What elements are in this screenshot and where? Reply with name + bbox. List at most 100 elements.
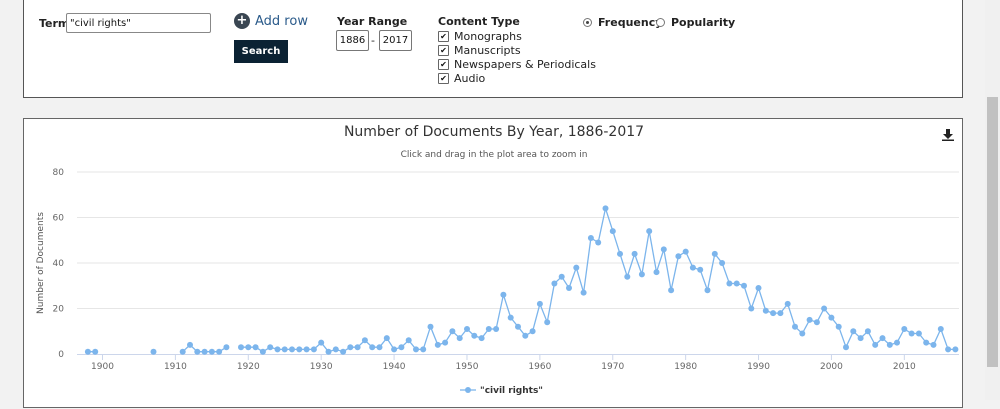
data-point-1934: [347, 344, 354, 351]
data-point-1991: [762, 307, 769, 314]
term-input[interactable]: [66, 13, 211, 33]
data-point-1966: [580, 289, 587, 296]
radio-popularity[interactable]: [656, 18, 665, 27]
data-point-1954: [493, 326, 500, 332]
content-type-audio[interactable]: ✔ Audio: [438, 72, 485, 85]
data-point-1943: [413, 346, 419, 353]
data-point-2012: [915, 330, 922, 337]
y-axis-title: Number of Documents: [36, 212, 46, 314]
data-point-1961: [544, 319, 551, 326]
data-point-2015: [937, 326, 944, 332]
checkbox-newspapers[interactable]: ✔: [438, 59, 449, 70]
data-point-1914: [201, 348, 208, 355]
mode-frequency[interactable]: Frequency: [583, 16, 662, 29]
x-tick-label-1970: 1970: [601, 362, 624, 372]
data-point-2000: [828, 314, 835, 321]
year-start-input[interactable]: [336, 30, 369, 51]
data-point-1932: [332, 346, 339, 353]
year-range-label: Year Range: [337, 15, 408, 28]
data-point-1995: [792, 323, 798, 330]
data-point-1958: [522, 332, 529, 339]
data-point-1972: [624, 273, 631, 280]
add-row-button[interactable]: + Add row: [234, 13, 308, 29]
data-point-1926: [289, 346, 295, 353]
download-icon[interactable]: [942, 129, 954, 141]
data-point-1959: [529, 328, 536, 335]
data-point-1983: [704, 287, 711, 294]
y-tick-label-0: 0: [58, 350, 64, 360]
data-point-1944: [420, 346, 427, 353]
chart-plot[interactable]: Number of Documents 0 20 40 60 80 1900 1910 19…: [24, 119, 964, 409]
checkbox-audio[interactable]: ✔: [438, 73, 449, 84]
data-point-2011: [908, 330, 915, 337]
data-point-1927: [296, 346, 303, 353]
checkbox-monographs[interactable]: ✔: [438, 31, 449, 42]
data-point-1938: [376, 344, 383, 351]
year-range-separator: -: [371, 34, 375, 47]
data-point-1992: [770, 310, 777, 317]
x-tick-label-1910: 1910: [164, 362, 187, 372]
data-point-1950: [464, 326, 470, 332]
data-point-1978: [668, 287, 675, 294]
data-point-2009: [894, 339, 900, 346]
data-point-1921: [252, 344, 259, 351]
content-type-manuscripts[interactable]: ✔ Manuscripts: [438, 44, 521, 57]
data-point-1969: [602, 205, 609, 212]
data-point-1912: [187, 341, 193, 348]
data-point-2008: [886, 341, 893, 348]
x-tick-label-1930: 1930: [310, 362, 333, 372]
content-type-label: Content Type: [438, 15, 520, 28]
data-point-1939: [383, 335, 390, 342]
data-point-2004: [857, 335, 864, 342]
y-tick-label-20: 20: [53, 305, 65, 315]
data-point-1928: [303, 346, 310, 353]
data-point-1925: [281, 346, 288, 353]
data-point-1982: [697, 266, 704, 273]
x-tick-label-1900: 1900: [91, 362, 114, 372]
legend-marker: [465, 387, 471, 393]
search-button[interactable]: Search: [234, 40, 288, 63]
data-point-1977: [660, 246, 667, 253]
plus-circle-icon: +: [234, 13, 250, 29]
data-point-2014: [930, 341, 937, 348]
data-point-2007: [879, 335, 886, 342]
data-point-1988: [741, 282, 747, 289]
x-tick-label-1990: 1990: [747, 362, 770, 372]
year-end-input[interactable]: [379, 30, 412, 51]
add-row-label: Add row: [255, 13, 308, 29]
data-point-1965: [573, 264, 580, 271]
data-point-1962: [551, 280, 558, 287]
x-tick-label-1980: 1980: [674, 362, 697, 372]
data-point-1951: [471, 332, 478, 339]
data-point-1976: [653, 269, 660, 276]
data-point-1981: [689, 264, 696, 271]
data-point-1945: [427, 323, 434, 330]
data-point-1955: [500, 291, 507, 298]
data-point-1931: [325, 348, 332, 355]
scrollbar-thumb[interactable]: [987, 97, 998, 367]
content-type-monographs[interactable]: ✔ Monographs: [438, 30, 522, 43]
content-type-label-newspapers: Newspapers & Periodicals: [454, 58, 596, 71]
data-point-1999: [821, 305, 828, 312]
mode-popularity[interactable]: Popularity: [656, 16, 735, 29]
chart-panel: Number of Documents By Year, 1886-2017 C…: [23, 118, 963, 408]
content-type-newspapers[interactable]: ✔ Newspapers & Periodicals: [438, 58, 596, 71]
mode-label-frequency: Frequency: [598, 16, 663, 29]
data-point-1935: [354, 344, 361, 351]
term-label: Term: [39, 17, 70, 30]
content-type-label-manuscripts: Manuscripts: [454, 44, 521, 57]
x-tick-label-1940: 1940: [383, 362, 406, 372]
radio-frequency[interactable]: [583, 18, 592, 27]
data-point-1919: [238, 344, 244, 351]
data-point-1960: [536, 300, 543, 307]
x-tick-label-2010: 2010: [893, 362, 916, 372]
checkbox-manuscripts[interactable]: ✔: [438, 45, 449, 56]
data-point-1996: [799, 330, 806, 337]
data-point-1980: [682, 248, 689, 255]
data-point-1987: [733, 280, 740, 287]
x-tick-label-2000: 2000: [820, 362, 843, 372]
data-point-2003: [850, 328, 857, 335]
data-point-1937: [369, 344, 376, 351]
data-point-2013: [923, 339, 930, 346]
x-tick-label-1960: 1960: [528, 362, 551, 372]
